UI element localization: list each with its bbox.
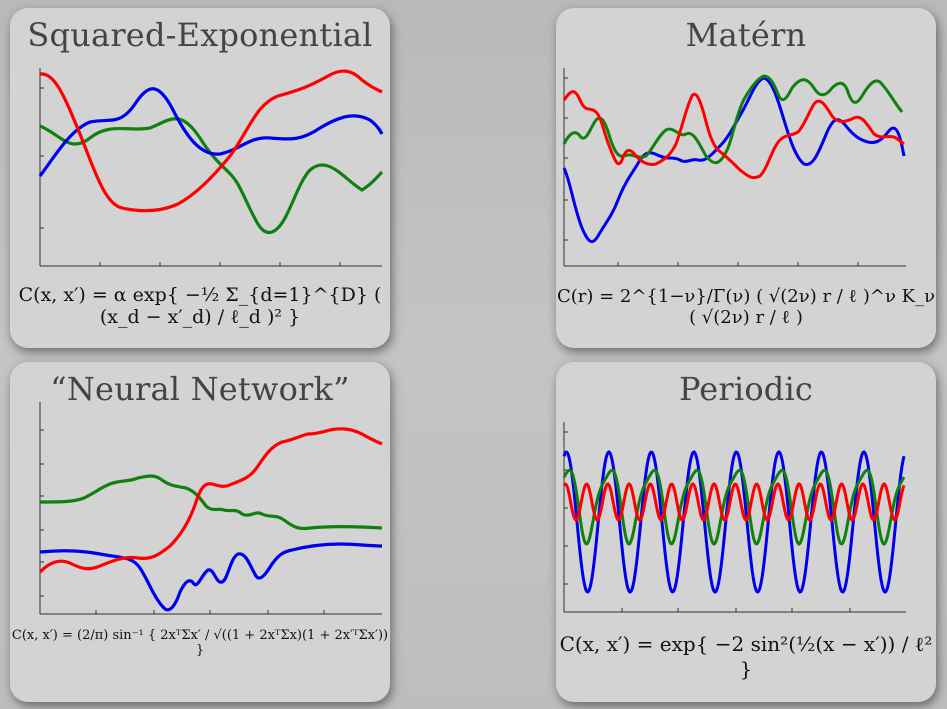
curve-blue bbox=[38, 87, 384, 177]
formula-squared-exponential: C(x, x′) = α exp{ −½ Σ_{d=1}^{D} ( (x_d … bbox=[10, 284, 390, 329]
curve-red bbox=[39, 69, 383, 213]
curve-blue bbox=[562, 450, 906, 594]
curve-red bbox=[562, 90, 905, 180]
panel-title: “Neural Network” bbox=[50, 370, 350, 408]
panel-title: Matérn bbox=[685, 16, 807, 54]
plot-axes bbox=[563, 68, 906, 267]
curve-green bbox=[39, 474, 383, 531]
panel-neural-network: “Neural Network” C(x, x′) = (2/π) sin⁻¹ … bbox=[10, 362, 390, 702]
curve-red bbox=[38, 427, 383, 574]
plot-periodic bbox=[562, 422, 906, 613]
curve-green bbox=[562, 74, 904, 165]
curve-blue bbox=[39, 542, 383, 612]
formula-matern: C(r) = 2^{1−ν}/Γ(ν) ( √(2ν) r / ℓ )^ν K_… bbox=[556, 286, 936, 328]
formula-text: C(x, x′) = (2/π) sin⁻¹ { 2xᵀΣx′ / √((1 +… bbox=[11, 628, 389, 658]
panel-title: Squared-Exponential bbox=[27, 16, 373, 54]
formula-text: C(x, x′) = exp{ −2 sin²(½(x − x′)) / ℓ² … bbox=[559, 632, 933, 681]
panel-matern: Matérn C(r) = 2^{1−ν}/Γ(ν) ( √(2ν) r / ℓ… bbox=[556, 8, 936, 348]
plot-neural-network bbox=[38, 402, 383, 615]
formula-periodic: C(x, x′) = exp{ −2 sin²(½(x − x′)) / ℓ² … bbox=[556, 632, 936, 681]
panel-squared-exponential: Squared-Exponential C(x, x′) = α exp{ −½… bbox=[10, 8, 390, 348]
panel-title: Periodic bbox=[678, 370, 814, 408]
panel-periodic: Periodic C(x, x′) = exp{ −2 sin²(½(x − x… bbox=[556, 362, 936, 702]
plot-axes bbox=[39, 402, 382, 615]
curve-green bbox=[39, 117, 384, 235]
plot-squared-exponential bbox=[38, 68, 384, 267]
curve-green bbox=[562, 468, 906, 546]
plot-matern bbox=[562, 68, 906, 267]
formula-text: C(x, x′) = α exp{ −½ Σ_{d=1}^{D} ( (x_d … bbox=[18, 284, 382, 328]
formula-neural-network: C(x, x′) = (2/π) sin⁻¹ { 2xᵀΣx′ / √((1 +… bbox=[10, 628, 390, 658]
plot-axes bbox=[39, 68, 382, 267]
curve-red bbox=[562, 482, 906, 522]
formula-text: C(r) = 2^{1−ν}/Γ(ν) ( √(2ν) r / ℓ )^ν K_… bbox=[556, 286, 936, 328]
